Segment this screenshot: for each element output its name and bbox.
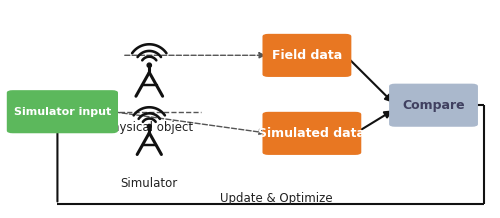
Text: Simulator: Simulator [120,177,178,190]
Text: Field data: Field data [272,49,342,62]
FancyBboxPatch shape [262,112,362,155]
Ellipse shape [148,124,151,128]
Text: Simulated data: Simulated data [258,127,366,140]
Text: Physical object: Physical object [105,121,194,134]
FancyBboxPatch shape [262,34,352,77]
Text: Update & Optimize: Update & Optimize [220,192,332,205]
FancyBboxPatch shape [389,84,478,127]
Text: Compare: Compare [402,99,465,112]
Ellipse shape [147,63,152,67]
FancyBboxPatch shape [7,90,118,133]
Text: Simulator input: Simulator input [14,107,111,117]
